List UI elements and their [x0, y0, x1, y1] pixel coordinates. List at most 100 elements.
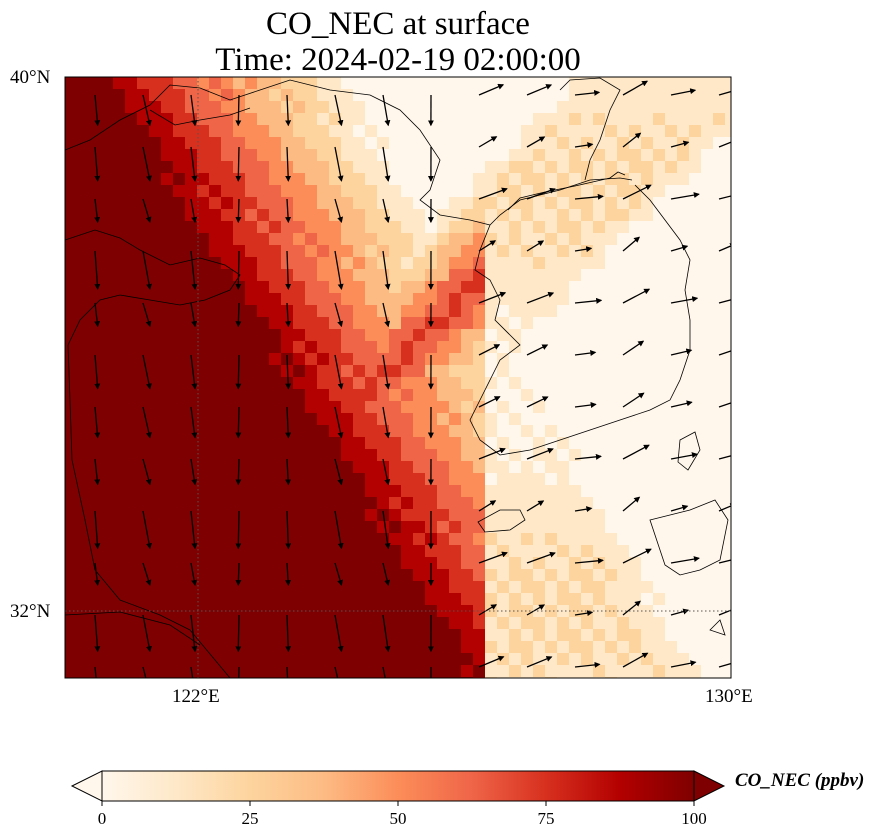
field-cell: [89, 317, 102, 330]
field-cell: [605, 677, 618, 678]
field-cell: [605, 269, 618, 282]
field-cell: [557, 305, 570, 318]
wind-arrow: [478, 136, 498, 148]
field-cell: [641, 449, 654, 462]
field-cell: [353, 497, 366, 510]
field-cell: [293, 437, 306, 450]
field-cell: [641, 557, 654, 570]
field-cell: [281, 281, 294, 294]
field-cell: [701, 413, 714, 426]
wind-arrow: [670, 244, 689, 252]
field-cell: [581, 365, 594, 378]
field-cell: [665, 269, 678, 282]
field-cell: [689, 269, 702, 282]
field-cell: [125, 341, 138, 354]
field-cell: [137, 545, 150, 558]
field-cell: [293, 365, 306, 378]
field-cell: [497, 317, 510, 330]
field-cell: [641, 353, 654, 366]
field-cell: [461, 593, 474, 606]
field-cell: [113, 305, 126, 318]
field-cell: [665, 509, 678, 522]
field-cell: [209, 161, 222, 174]
wind-arrow: [478, 551, 508, 564]
field-cell: [473, 233, 486, 246]
field-cell: [413, 437, 426, 450]
field-cell: [689, 593, 702, 606]
field-cell: [629, 641, 642, 654]
field-cell: [173, 269, 186, 282]
field-cell: [569, 209, 582, 222]
field-cell: [581, 341, 594, 354]
field-cell: [401, 485, 414, 498]
field-cell: [65, 173, 78, 186]
field-cell: [353, 641, 366, 654]
field-cell: [65, 89, 78, 102]
field-cell: [593, 161, 606, 174]
field-cell: [401, 617, 414, 630]
field-cell: [665, 341, 678, 354]
field-cell: [449, 605, 462, 618]
field-cell: [437, 401, 450, 414]
wind-arrow: [334, 250, 344, 290]
wind-arrow: [382, 510, 391, 550]
field-cell: [209, 257, 222, 270]
field-cell: [353, 485, 366, 498]
field-cell: [317, 329, 330, 342]
field-cell: [629, 317, 642, 330]
field-cell: [257, 317, 270, 330]
field-cell: [497, 401, 510, 414]
field-cell: [569, 197, 582, 210]
field-cell: [617, 113, 630, 126]
field-cell: [113, 257, 126, 270]
field-cell: [545, 269, 558, 282]
field-cell: [329, 389, 342, 402]
field-cell: [389, 125, 402, 138]
field-cell: [665, 233, 678, 246]
field-cell: [329, 125, 342, 138]
field-cell: [641, 305, 654, 318]
field-cell: [245, 233, 258, 246]
field-cell: [257, 437, 270, 450]
field-cell: [125, 641, 138, 654]
field-cell: [509, 557, 522, 570]
field-cell: [89, 653, 102, 666]
field-cell: [497, 197, 510, 210]
field-cell: [305, 665, 318, 678]
field-cell: [137, 605, 150, 618]
field-cell: [497, 629, 510, 642]
field-cell: [401, 209, 414, 222]
field-cell: [533, 677, 546, 678]
field-cell: [293, 233, 306, 246]
field-cell: [89, 569, 102, 582]
field-cell: [449, 185, 462, 198]
field-cell: [245, 401, 258, 414]
field-cell: [581, 545, 594, 558]
field-cell: [437, 257, 450, 270]
field-cell: [89, 581, 102, 594]
field-cell: [281, 185, 294, 198]
field-cell: [341, 365, 354, 378]
field-cell: [293, 305, 306, 318]
field-cell: [665, 173, 678, 186]
field-cell: [701, 209, 714, 222]
field-cell: [257, 281, 270, 294]
field-cell: [173, 521, 186, 534]
field-cell: [293, 77, 306, 90]
field-cell: [329, 197, 342, 210]
field-cell: [221, 149, 234, 162]
field-cell: [113, 533, 126, 546]
field-cell: [317, 317, 330, 330]
field-cell: [461, 293, 474, 306]
field-cell: [593, 245, 606, 258]
wind-arrow: [238, 666, 240, 678]
field-cell: [257, 557, 270, 570]
field-cell: [557, 173, 570, 186]
field-cell: [557, 125, 570, 138]
field-cell: [497, 593, 510, 606]
field-cell: [713, 341, 726, 354]
field-cell: [509, 545, 522, 558]
field-cell: [77, 281, 90, 294]
field-cell: [473, 197, 486, 210]
field-cell: [485, 377, 498, 390]
